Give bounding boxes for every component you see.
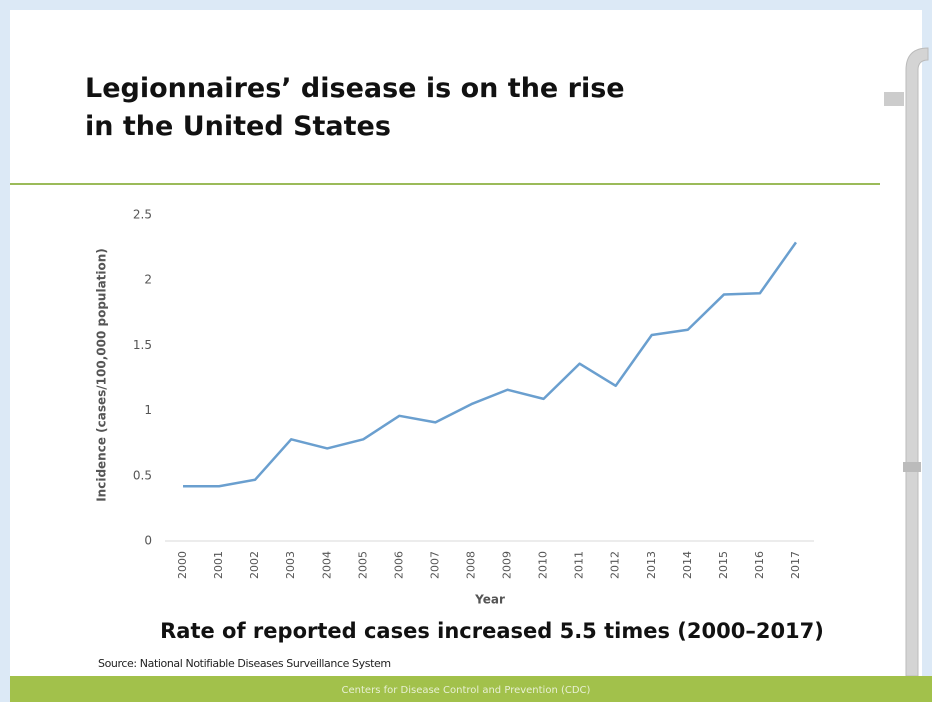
x-tick-label: 2009	[501, 551, 514, 579]
x-tick-label: 2002	[248, 551, 261, 579]
y-tick-label: 2	[144, 273, 152, 287]
footer-bar	[10, 676, 932, 702]
x-tick-label: 2004	[320, 551, 333, 579]
headline: Rate of reported cases increased 5.5 tim…	[160, 619, 824, 643]
pipe	[905, 47, 929, 677]
series-line	[183, 241, 797, 488]
x-tick-label: 2008	[464, 551, 477, 579]
slide-title: Legionnaires’ disease is on the rise in …	[85, 73, 625, 142]
y-axis-title: Incidence (cases/100,000 population)	[95, 248, 109, 502]
x-tick-label: 2005	[356, 551, 369, 579]
x-tick-label: 2017	[789, 551, 802, 579]
x-tick-label: 2013	[645, 551, 658, 579]
x-tick-label: 2014	[681, 551, 694, 579]
y-tick-label: 0.5	[133, 468, 152, 482]
x-tick-label: 2007	[428, 551, 441, 579]
x-tick-label: 2010	[537, 551, 550, 579]
x-tick-label: 2000	[176, 551, 189, 579]
y-tick-label: 0	[144, 534, 152, 548]
pipe-joint	[903, 462, 921, 472]
y-tick-label: 2.5	[133, 208, 152, 222]
x-tick-label: 2015	[717, 551, 730, 579]
x-tick-label: 2012	[609, 551, 622, 579]
x-tick-label: 2001	[212, 551, 225, 579]
valve	[884, 92, 904, 106]
y-tick-label: 1	[144, 403, 152, 417]
slide	[10, 10, 922, 702]
footer: Centers for Disease Control and Preventi…	[342, 685, 591, 696]
y-tick-label: 1.5	[133, 338, 152, 352]
source: Source: National Notifiable Diseases Sur…	[98, 657, 391, 670]
x-axis-title: Year	[474, 593, 505, 607]
x-tick-label: 2003	[284, 551, 297, 579]
x-tick-label: 2011	[573, 551, 586, 579]
x-tick-label: 2016	[753, 551, 766, 579]
x-tick-label: 2006	[392, 551, 405, 579]
